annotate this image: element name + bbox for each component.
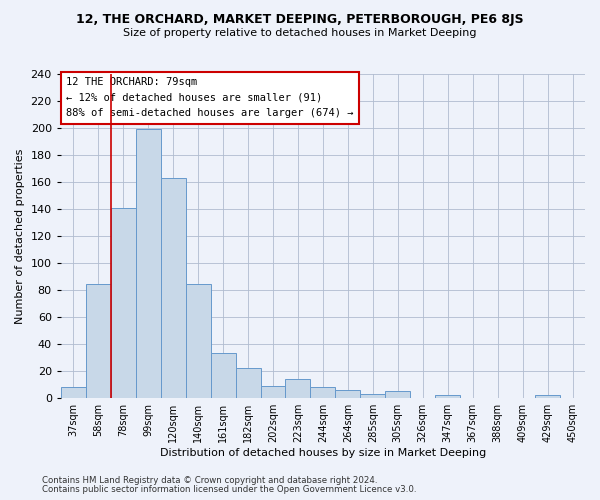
Bar — [385, 391, 410, 398]
Bar — [260, 386, 286, 398]
Text: Size of property relative to detached houses in Market Deeping: Size of property relative to detached ho… — [123, 28, 477, 38]
Bar — [111, 208, 136, 398]
Bar — [361, 394, 385, 398]
Y-axis label: Number of detached properties: Number of detached properties — [15, 148, 25, 324]
Bar — [86, 284, 111, 398]
Text: 12, THE ORCHARD, MARKET DEEPING, PETERBOROUGH, PE6 8JS: 12, THE ORCHARD, MARKET DEEPING, PETERBO… — [76, 12, 524, 26]
Bar — [211, 353, 236, 398]
Bar — [335, 390, 361, 398]
Bar — [286, 379, 310, 398]
Bar — [61, 387, 86, 398]
Text: 12 THE ORCHARD: 79sqm
← 12% of detached houses are smaller (91)
88% of semi-deta: 12 THE ORCHARD: 79sqm ← 12% of detached … — [66, 77, 353, 118]
Bar — [435, 395, 460, 398]
Text: Contains public sector information licensed under the Open Government Licence v3: Contains public sector information licen… — [42, 485, 416, 494]
Bar — [136, 130, 161, 398]
Bar — [236, 368, 260, 398]
Bar — [310, 387, 335, 398]
Text: Contains HM Land Registry data © Crown copyright and database right 2024.: Contains HM Land Registry data © Crown c… — [42, 476, 377, 485]
X-axis label: Distribution of detached houses by size in Market Deeping: Distribution of detached houses by size … — [160, 448, 486, 458]
Bar — [161, 178, 185, 398]
Bar — [185, 284, 211, 398]
Bar — [535, 395, 560, 398]
